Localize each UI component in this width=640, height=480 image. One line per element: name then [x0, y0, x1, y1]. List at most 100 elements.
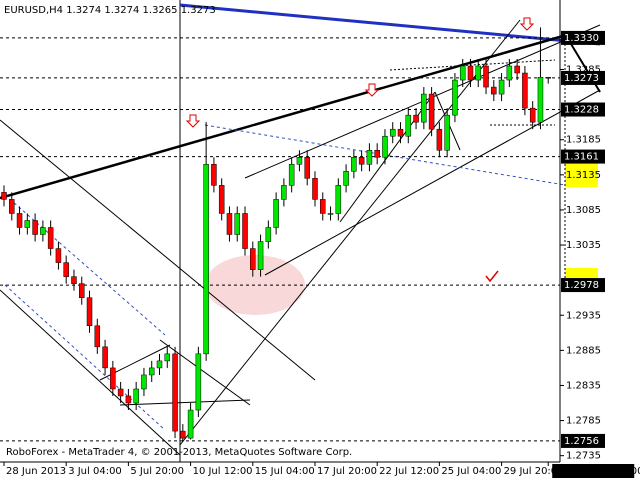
y-tick-label: 1.3035: [566, 240, 601, 251]
y-tick-label: 1.2785: [566, 416, 601, 427]
level-label: 1.3161: [564, 152, 599, 163]
candle-body: [117, 388, 124, 397]
candle-body: [436, 128, 443, 151]
candle-body: [475, 65, 482, 81]
candle-body: [397, 128, 404, 137]
arrow-down: [185, 114, 201, 128]
plot: [0, 27, 560, 442]
x-tick-label: 17 Jul 20:00: [317, 466, 377, 477]
candle-body: [444, 114, 450, 151]
candle-body: [483, 65, 489, 88]
candle-body: [242, 213, 248, 249]
candle-body: [498, 79, 505, 95]
level-label: 1.2756: [564, 436, 599, 447]
arrow-down: [364, 83, 380, 97]
candle-body: [133, 388, 139, 404]
candle-body: [32, 220, 38, 235]
candle-body: [428, 93, 435, 130]
candle-body: [1, 192, 7, 200]
candle-body: [195, 353, 202, 411]
arrow-down: [519, 17, 535, 31]
candle-body: [304, 157, 310, 179]
candle-body: [40, 227, 46, 235]
candle-body: [491, 86, 497, 95]
trend-line: [0, 119, 316, 381]
candle-body: [24, 220, 31, 228]
x-tick-label: 2013.08.02 08:00: [554, 466, 640, 477]
level-label-box: [561, 278, 605, 293]
candle-body: [320, 199, 326, 214]
candle-body: [172, 353, 178, 432]
candle-body: [180, 430, 186, 439]
trend-line: [264, 89, 601, 276]
candle-body: [537, 76, 544, 123]
level-label-box: [561, 149, 605, 164]
footer: RoboForex - MetaTrader 4, © 2001-2013, M…: [6, 447, 352, 458]
channel-line: [119, 399, 251, 406]
x-tick-label: 10 Jul 12:00: [193, 466, 253, 477]
candle-body: [459, 65, 466, 81]
x-label-box: [552, 464, 635, 478]
candle-body: [374, 150, 380, 158]
x-tick-label: 5 Jul 20:00: [130, 466, 184, 477]
candle-body: [281, 185, 287, 200]
wave-line: [389, 59, 556, 71]
candle-body: [110, 367, 116, 390]
x-tick-label: 15 Jul 04:00: [255, 466, 315, 477]
candle-body: [164, 353, 171, 362]
candle-body: [405, 114, 412, 137]
trend-line: [0, 289, 181, 456]
y-tick-label: 1.3185: [566, 135, 601, 146]
y-tick-label: 1.3085: [566, 205, 601, 216]
candle-body: [47, 227, 54, 249]
candle-body: [389, 128, 396, 137]
trend-line: [0, 32, 571, 200]
candle-body: [288, 164, 295, 186]
level-label-box: [561, 433, 605, 448]
level-label-box: [561, 70, 605, 85]
candle-body: [273, 199, 279, 228]
x-tick-label: 3 Jul 04:00: [68, 466, 122, 477]
candle-body: [250, 248, 256, 270]
candle-body: [257, 241, 264, 270]
candle-body: [203, 164, 209, 355]
level-label-box: [561, 30, 605, 45]
candle-body: [94, 325, 101, 348]
candle-body: [125, 395, 132, 404]
candle-body: [382, 135, 388, 158]
y-tick-label: 1.2835: [566, 380, 601, 391]
candle-body: [148, 367, 155, 376]
candle-body: [312, 178, 318, 200]
candle-body: [327, 213, 334, 215]
y-tick-label: 1.2735: [566, 451, 601, 462]
candle-body: [358, 157, 365, 165]
check-mark: [485, 270, 499, 283]
candle-body: [413, 114, 419, 123]
candle-body: [467, 65, 474, 81]
candle-body: [545, 76, 551, 79]
trend-line: [179, 19, 521, 446]
candle-body: [234, 213, 240, 235]
y-tick-label: 1.3285: [566, 65, 601, 76]
x-tick-label: 22 Jul 12:00: [379, 466, 439, 477]
candle-body: [102, 346, 108, 369]
candle-body: [86, 297, 93, 327]
candle-body: [366, 150, 373, 165]
candle-body: [187, 409, 194, 439]
candle-body: [218, 185, 225, 214]
y-tick-label: 1.2935: [566, 310, 601, 321]
level-label-box: [561, 102, 605, 117]
candle-body: [351, 157, 357, 172]
candle-body: [529, 107, 536, 123]
level-label: 1.3330: [564, 33, 599, 44]
y-tick-label: 1.2885: [566, 345, 601, 356]
chart-title: EURUSD,H4 1.3274 1.3274 1.3265 1.3273: [4, 5, 216, 16]
candle-body: [506, 65, 513, 81]
candle-body: [335, 185, 342, 214]
level-label: 1.3273: [564, 73, 599, 84]
x-tick-label: 25 Jul 04:00: [441, 466, 501, 477]
level-label: 1.3228: [564, 105, 599, 116]
